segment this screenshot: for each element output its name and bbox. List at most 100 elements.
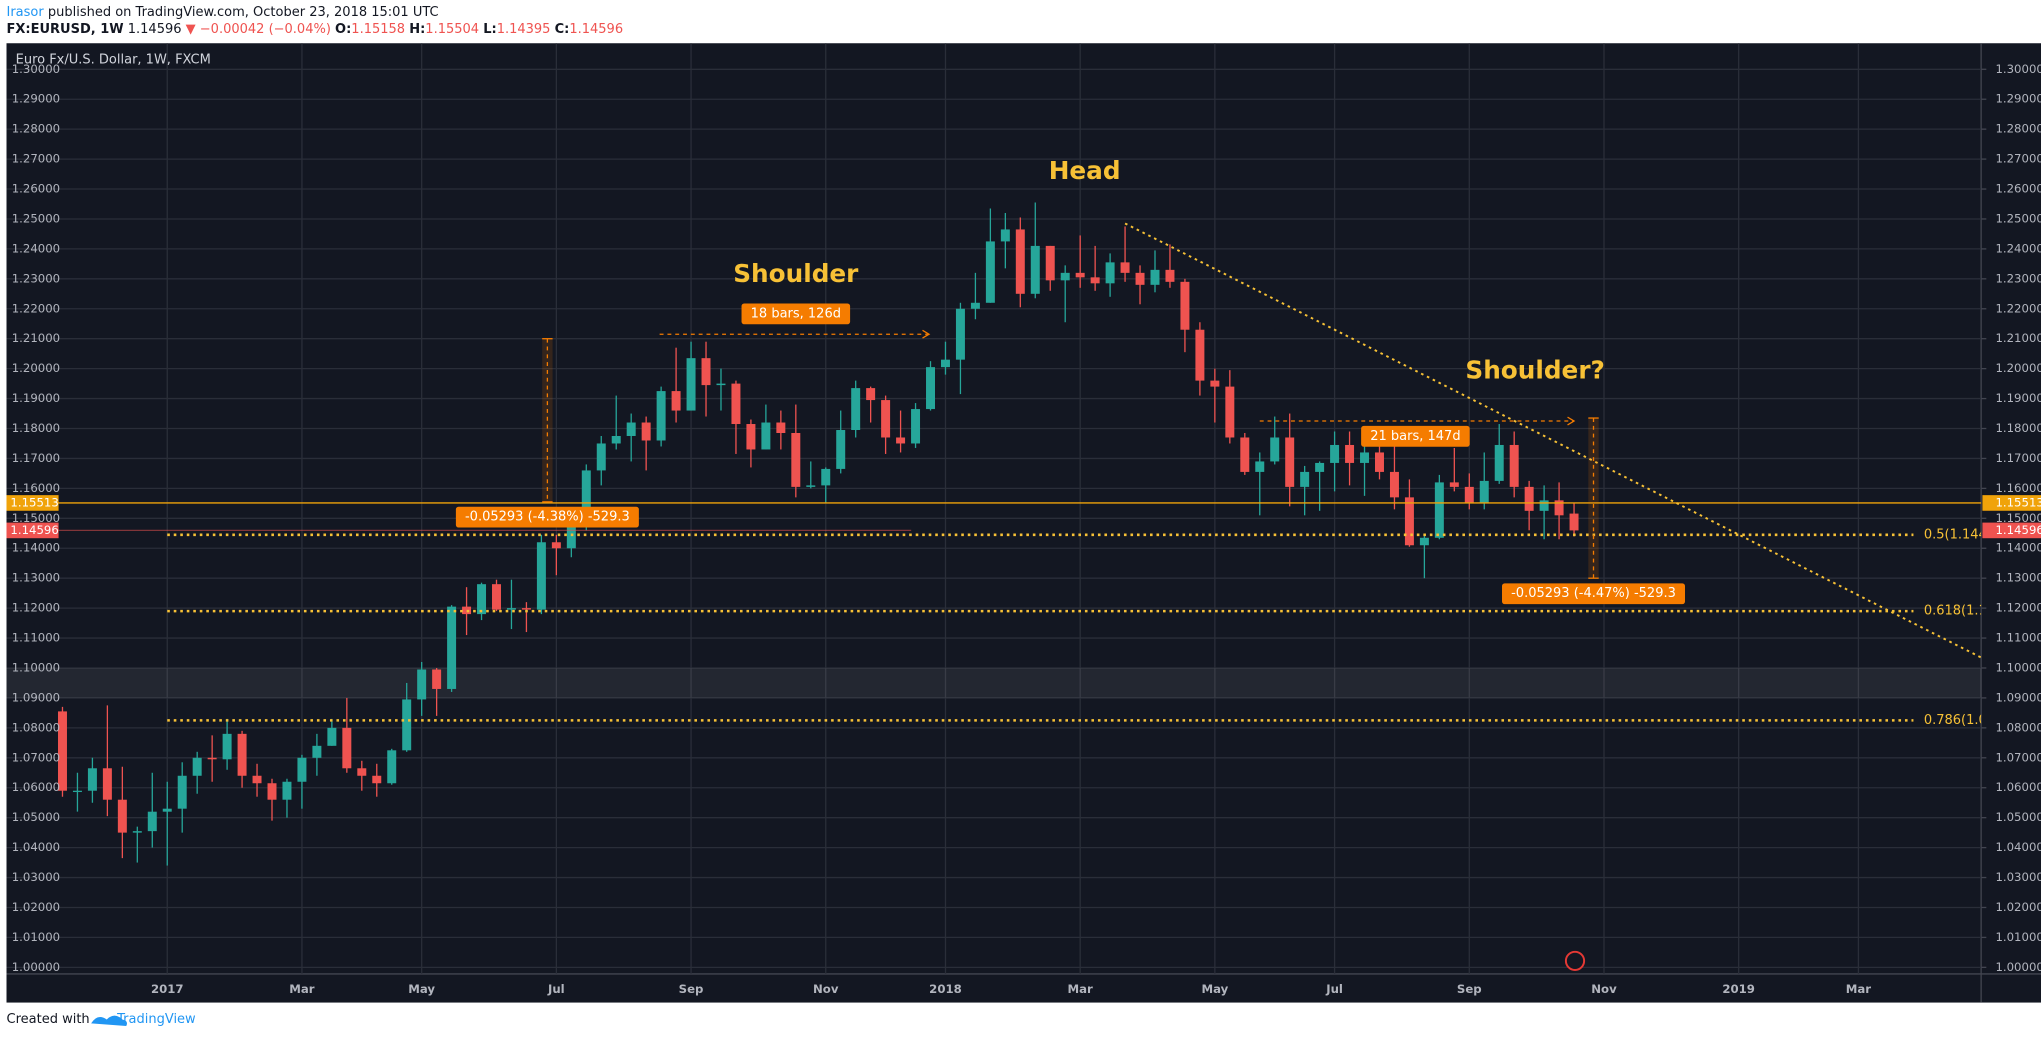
ohlc-label: H: bbox=[409, 21, 425, 36]
y-tick-label: 1.00000 bbox=[1995, 960, 2041, 974]
candle-body bbox=[761, 422, 771, 450]
measure-box bbox=[455, 506, 639, 528]
candle-body bbox=[1165, 269, 1175, 282]
event-icon[interactable] bbox=[1564, 950, 1586, 972]
price-box-label-left: 1.15513 bbox=[10, 495, 58, 509]
candle-body bbox=[222, 733, 232, 760]
y-tick-label-left: 1.19000 bbox=[12, 391, 60, 405]
candle-body bbox=[327, 727, 337, 746]
candles bbox=[57, 202, 1579, 866]
ohlc-label: L: bbox=[483, 21, 496, 36]
y-tick-label: 1.27000 bbox=[1995, 152, 2041, 166]
candle-body bbox=[162, 808, 172, 812]
price-box-label: 1.14596 bbox=[1995, 523, 2041, 537]
candle-body bbox=[1195, 329, 1205, 381]
y-tick-label-left: 1.26000 bbox=[12, 182, 60, 196]
candle-body bbox=[417, 669, 427, 700]
y-tick-label-left: 1.08000 bbox=[12, 720, 60, 734]
y-tick-label: 1.02000 bbox=[1995, 900, 2041, 914]
candle-body bbox=[716, 383, 726, 386]
grid bbox=[6, 43, 1982, 974]
candle-body bbox=[1090, 277, 1100, 284]
candle-body bbox=[866, 388, 876, 401]
y-tick-label-left: 1.03000 bbox=[12, 870, 60, 884]
measure-box bbox=[1502, 583, 1685, 605]
candle-body bbox=[1479, 480, 1489, 504]
candle-body bbox=[746, 424, 756, 450]
y-tick-label: 1.25000 bbox=[1995, 211, 2041, 225]
candle-body bbox=[641, 422, 651, 441]
candle-body bbox=[970, 302, 980, 309]
last: 1.14596 bbox=[128, 21, 182, 36]
x-tick-label: 2019 bbox=[1722, 982, 1755, 996]
y-tick-label-left: 1.01000 bbox=[12, 930, 60, 944]
candle-body bbox=[1375, 452, 1384, 472]
candle-body bbox=[1015, 229, 1025, 294]
candle-body bbox=[806, 485, 816, 487]
candle-body bbox=[207, 757, 217, 760]
candle-body bbox=[985, 241, 995, 303]
y-tick-label: 1.06000 bbox=[1995, 780, 2041, 794]
y-tick-label: 1.07000 bbox=[1995, 750, 2041, 764]
pattern-annotation: Head bbox=[1049, 156, 1121, 185]
candle-body bbox=[297, 757, 307, 782]
brand-logo bbox=[91, 1015, 128, 1026]
candle-body bbox=[1449, 482, 1459, 487]
y-tick-label: 1.05000 bbox=[1995, 810, 2041, 824]
candle-body bbox=[955, 308, 965, 360]
candle-body bbox=[132, 831, 142, 833]
ohlc-value: 1.14395 bbox=[497, 21, 551, 36]
candle-body bbox=[1494, 444, 1504, 481]
candle-body bbox=[626, 422, 636, 436]
y-tick-label: 1.10000 bbox=[1995, 660, 2041, 674]
symbol: FX:EURUSD, 1W bbox=[7, 21, 124, 36]
candle-body bbox=[1105, 262, 1115, 284]
pattern-annotation: Shoulder bbox=[733, 259, 859, 288]
y-tick-label-left: 1.12000 bbox=[12, 601, 60, 615]
fib-label: 0.618(1.1 bbox=[1924, 604, 1987, 619]
candle-body bbox=[566, 527, 576, 549]
y-tick-label: 1.13000 bbox=[1995, 571, 2041, 585]
candle-body bbox=[911, 409, 921, 444]
candle-body bbox=[1569, 513, 1579, 531]
candle-body bbox=[237, 733, 247, 776]
y-tick-label-left: 1.17000 bbox=[12, 451, 60, 465]
author[interactable]: Irasor bbox=[7, 5, 45, 20]
y-tick-label: 1.28000 bbox=[1995, 122, 2041, 136]
candle-body bbox=[701, 358, 711, 386]
header-line: Irasor published on TradingView.com, Oct… bbox=[7, 5, 439, 20]
candle-body bbox=[1315, 462, 1325, 472]
ohlc-value: 1.15504 bbox=[425, 21, 479, 36]
pattern-annotation: Shoulder? bbox=[1465, 355, 1604, 384]
chart-title: Euro Fx/U.S. Dollar, 1W, FXCM bbox=[16, 53, 211, 68]
candle-body bbox=[1539, 500, 1549, 511]
candle-body bbox=[1464, 486, 1474, 504]
y-tick-label-left: 1.14000 bbox=[12, 541, 60, 555]
candle-body bbox=[372, 775, 382, 784]
candle-body bbox=[1345, 444, 1355, 463]
y-tick-label: 1.14000 bbox=[1995, 541, 2041, 555]
x-tick-label: Mar bbox=[1068, 982, 1094, 996]
measure-box bbox=[741, 303, 851, 325]
y-tick-label: 1.26000 bbox=[1995, 182, 2041, 196]
price-box-left bbox=[6, 522, 59, 539]
x-tick-label: Sep bbox=[1457, 982, 1482, 996]
candle-body bbox=[1135, 272, 1145, 285]
candle-body bbox=[940, 359, 950, 368]
y-tick-label-left: 1.00000 bbox=[12, 960, 60, 974]
footer-brand[interactable]: TradingView bbox=[116, 1012, 196, 1027]
candle-body bbox=[596, 443, 606, 471]
fib-label: 0.786(1.0 bbox=[1924, 713, 1987, 728]
candle-body bbox=[1509, 444, 1519, 487]
candle-body bbox=[342, 727, 352, 769]
y-tick-label-left: 1.24000 bbox=[12, 241, 60, 255]
candle-body bbox=[611, 435, 621, 444]
x-tick-label: 2017 bbox=[151, 982, 184, 996]
candle-body bbox=[731, 383, 741, 425]
x-tick-label: Nov bbox=[1591, 982, 1617, 996]
price-box-left bbox=[6, 495, 59, 511]
y-tick-label-left: 1.15000 bbox=[12, 511, 60, 525]
y-tick-label: 1.03000 bbox=[1995, 870, 2041, 884]
price-box-label: 1.15513 bbox=[1995, 495, 2041, 509]
price-box-label-left: 1.14596 bbox=[10, 523, 58, 537]
